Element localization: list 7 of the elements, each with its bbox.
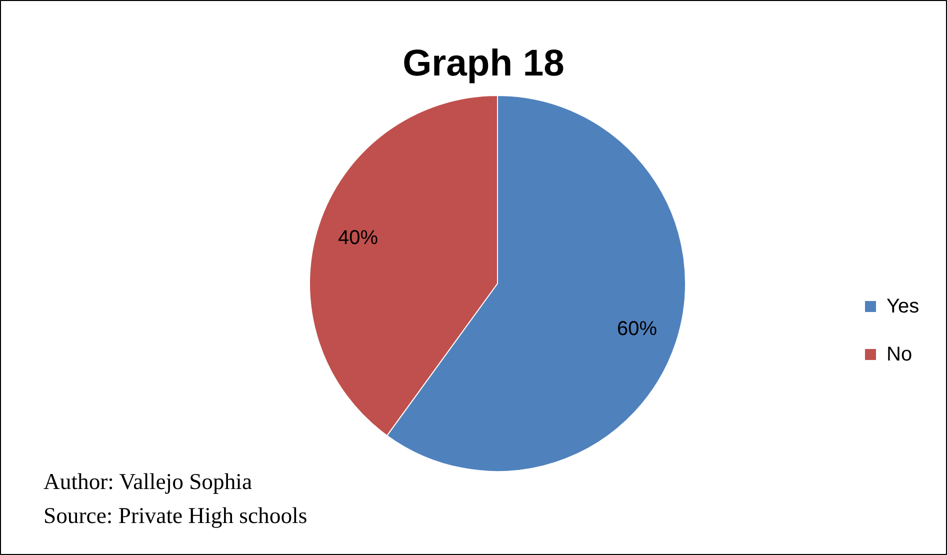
data-label: 60% xyxy=(616,318,658,340)
chart-title: Graph 18 xyxy=(402,42,564,84)
data-label: 40% xyxy=(338,227,378,250)
text: Author: Vallejo Sophia xyxy=(44,469,252,494)
legend-label: No xyxy=(886,344,912,366)
source-note: Source: Private High schools xyxy=(44,503,308,528)
legend-label: Yes xyxy=(886,296,920,318)
